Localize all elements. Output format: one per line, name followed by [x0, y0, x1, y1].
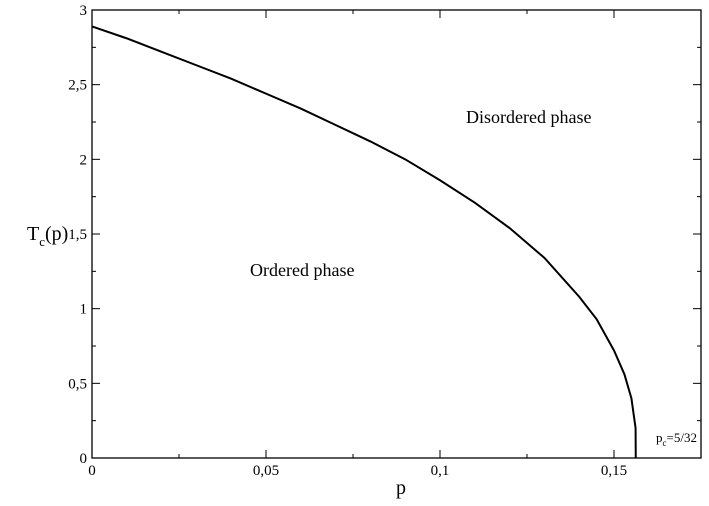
y-axis-label: Tc(p): [27, 223, 68, 249]
critical-temperature-curve: [91, 25, 637, 459]
x-tick-label: 0,1: [431, 463, 450, 479]
y-tick-label: 2: [80, 152, 88, 168]
y-tick-label: 1,5: [68, 227, 87, 243]
x-tick-labels: 0 0,05 0,1 0,15: [88, 463, 627, 479]
y-tick-label: 0,5: [68, 376, 87, 392]
x-tick-label: 0,05: [253, 463, 279, 479]
y-tick-label: 2,5: [68, 78, 87, 94]
y-tick-label: 0: [80, 451, 88, 467]
ordered-phase-label: Ordered phase: [250, 260, 354, 280]
tick-marks: [91, 9, 702, 459]
disordered-phase-label: Disordered phase: [466, 107, 591, 127]
y-tick-label: 3: [80, 3, 88, 19]
x-tick-label: 0,15: [601, 463, 627, 479]
x-axis-label: p: [396, 477, 406, 499]
x-tick-label: 0: [88, 463, 96, 479]
plot-frame: [91, 9, 702, 459]
critical-p-label: pc=5/32: [656, 430, 697, 448]
y-tick-labels: 0 0,5 1 1,5 2 2,5 3: [68, 3, 87, 467]
y-tick-label: 1: [80, 302, 88, 318]
